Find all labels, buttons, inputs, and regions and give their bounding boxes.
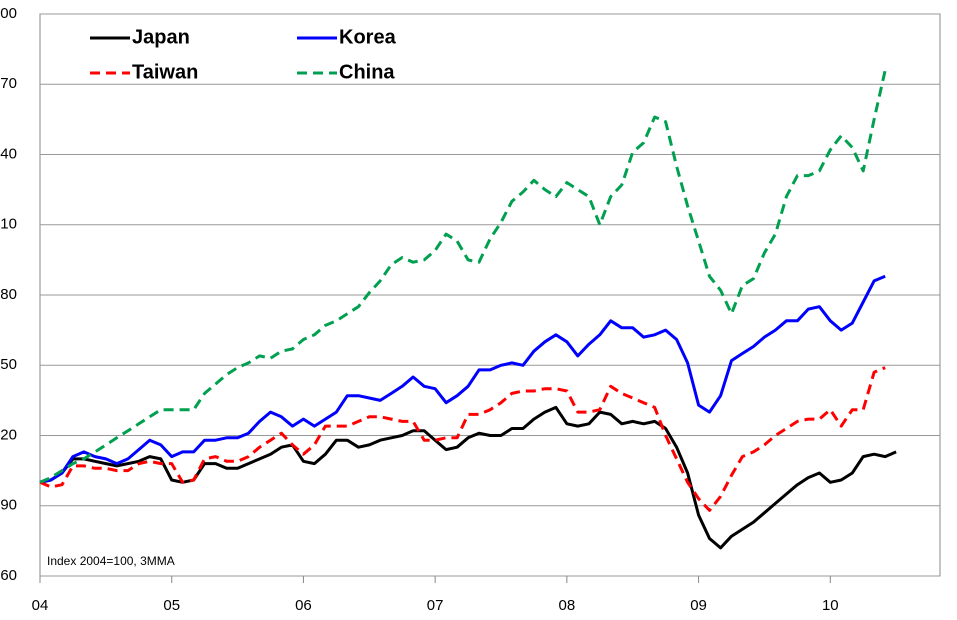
x-tick-label: 04 bbox=[32, 597, 49, 614]
series-line bbox=[39, 405, 897, 550]
series-line bbox=[39, 274, 886, 484]
annotation: Index 2004=100, 3MMA bbox=[47, 554, 175, 568]
x-tick-label: 07 bbox=[427, 597, 444, 614]
y-tick-label: 270 bbox=[0, 75, 17, 92]
y-tick-label: 300 bbox=[0, 5, 17, 22]
y-tick-label: 210 bbox=[0, 216, 17, 233]
legend-label: Japan bbox=[132, 26, 190, 48]
legend-label: Korea bbox=[339, 26, 397, 48]
legend-label: China bbox=[339, 61, 395, 83]
y-tick-label: 180 bbox=[0, 286, 17, 303]
y-tick-label: 60 bbox=[0, 567, 17, 584]
y-tick-label: 240 bbox=[0, 145, 17, 162]
y-tick-label: 150 bbox=[0, 356, 17, 373]
legend-label: Taiwan bbox=[132, 61, 198, 83]
y-tick-label: 90 bbox=[0, 497, 17, 514]
x-tick-label: 06 bbox=[295, 597, 312, 614]
x-tick-label: 10 bbox=[822, 597, 839, 614]
series-line bbox=[39, 69, 887, 484]
y-tick-label: 120 bbox=[0, 426, 17, 443]
x-tick-label: 08 bbox=[559, 597, 576, 614]
x-tick-label: 09 bbox=[690, 597, 707, 614]
x-tick-label: 05 bbox=[163, 597, 180, 614]
series-line bbox=[39, 366, 886, 512]
